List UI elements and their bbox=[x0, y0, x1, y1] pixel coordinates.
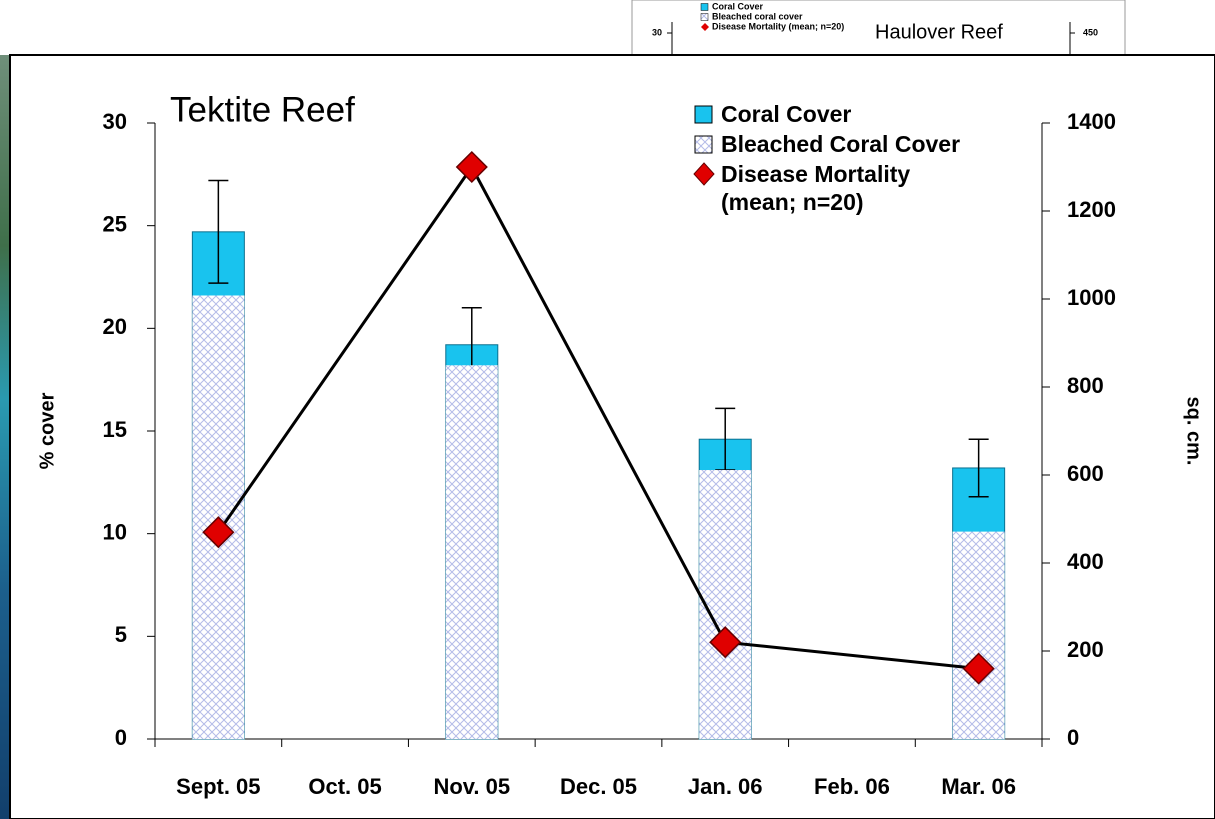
legend-swatch bbox=[694, 135, 713, 154]
y-tick-label: 30 bbox=[103, 109, 127, 134]
y-tick-label: 20 bbox=[103, 314, 127, 339]
chart-title: Haulover Reef bbox=[875, 21, 1003, 43]
y-tick-label: 25 bbox=[103, 211, 127, 236]
legend-entry: Disease Mortality (mean; n=20) bbox=[693, 160, 960, 216]
y2-tick-label: 400 bbox=[1067, 549, 1104, 574]
legend-entry: Bleached Coral Cover bbox=[693, 130, 960, 158]
y2-tick-label: 0 bbox=[1067, 725, 1079, 750]
y-tick-label: 10 bbox=[103, 519, 127, 544]
x-tick-label: Mar. 06 bbox=[941, 774, 1016, 799]
legend-box bbox=[694, 105, 713, 124]
legend-label: Disease Mortality (mean; n=20) bbox=[721, 161, 911, 215]
y2-tick-label: 200 bbox=[1067, 637, 1104, 662]
y2-tick-label: 600 bbox=[1067, 461, 1104, 486]
y-axis-title: % cover bbox=[36, 392, 58, 469]
marker bbox=[962, 652, 995, 685]
legend-box bbox=[694, 135, 713, 154]
legend-label: Bleached coral cover bbox=[712, 11, 803, 21]
legend-swatch bbox=[693, 162, 715, 186]
y-tick-label: 0 bbox=[115, 725, 127, 750]
y2-axis-title: sq. cm. bbox=[1183, 397, 1205, 466]
legend-entry: Coral Cover bbox=[693, 100, 960, 128]
x-tick-label: Jan. 06 bbox=[688, 774, 763, 799]
legend: Coral Cover Bleached Coral Cover Disease M… bbox=[693, 100, 960, 218]
legend-marker bbox=[693, 162, 715, 186]
bar bbox=[952, 531, 1005, 739]
haulover-panel bbox=[631, 0, 1126, 59]
marker bbox=[455, 150, 488, 184]
x-tick-label: Sept. 05 bbox=[176, 774, 260, 799]
y-tick-label: 5 bbox=[115, 622, 127, 647]
x-tick-label: Dec. 05 bbox=[560, 774, 637, 799]
line bbox=[217, 164, 979, 671]
bar bbox=[699, 470, 752, 739]
legend-swatch bbox=[694, 105, 713, 124]
x-tick-label: Nov. 05 bbox=[433, 774, 510, 799]
error-bar bbox=[715, 407, 736, 471]
x-tick-label: Feb. 06 bbox=[814, 774, 890, 799]
error-bar bbox=[208, 179, 229, 284]
marker bbox=[709, 626, 742, 659]
legend-label: Coral Cover bbox=[721, 101, 852, 127]
chart-title: Tektite Reef bbox=[170, 90, 355, 129]
error-bar bbox=[968, 438, 989, 498]
y2-tick-label: 1200 bbox=[1067, 197, 1116, 222]
y2-tick-label: 800 bbox=[1067, 373, 1104, 398]
y2-tick-label: 1000 bbox=[1067, 285, 1116, 310]
y2-tick-label: 450 bbox=[1083, 27, 1098, 37]
bar bbox=[445, 365, 498, 739]
y-tick-label: 30 bbox=[652, 27, 662, 37]
marker bbox=[202, 516, 235, 549]
legend-marker bbox=[701, 23, 709, 31]
chart-panel bbox=[9, 54, 1215, 819]
chart: Tektite Reef % cover sq. cm. 0 5 10 15 20 25 3… bbox=[36, 90, 1204, 799]
y-tick-label: 15 bbox=[103, 417, 127, 442]
legend-label: Coral Cover bbox=[712, 1, 764, 11]
y2-tick-label: 1400 bbox=[1067, 109, 1116, 134]
x-tick-label: Oct. 05 bbox=[308, 774, 381, 799]
legend-box bbox=[700, 13, 709, 21]
legend-label: Disease Mortality (mean; n=20) bbox=[712, 21, 844, 31]
legend-label: Bleached Coral Cover bbox=[721, 131, 961, 157]
legend-box bbox=[700, 3, 709, 11]
